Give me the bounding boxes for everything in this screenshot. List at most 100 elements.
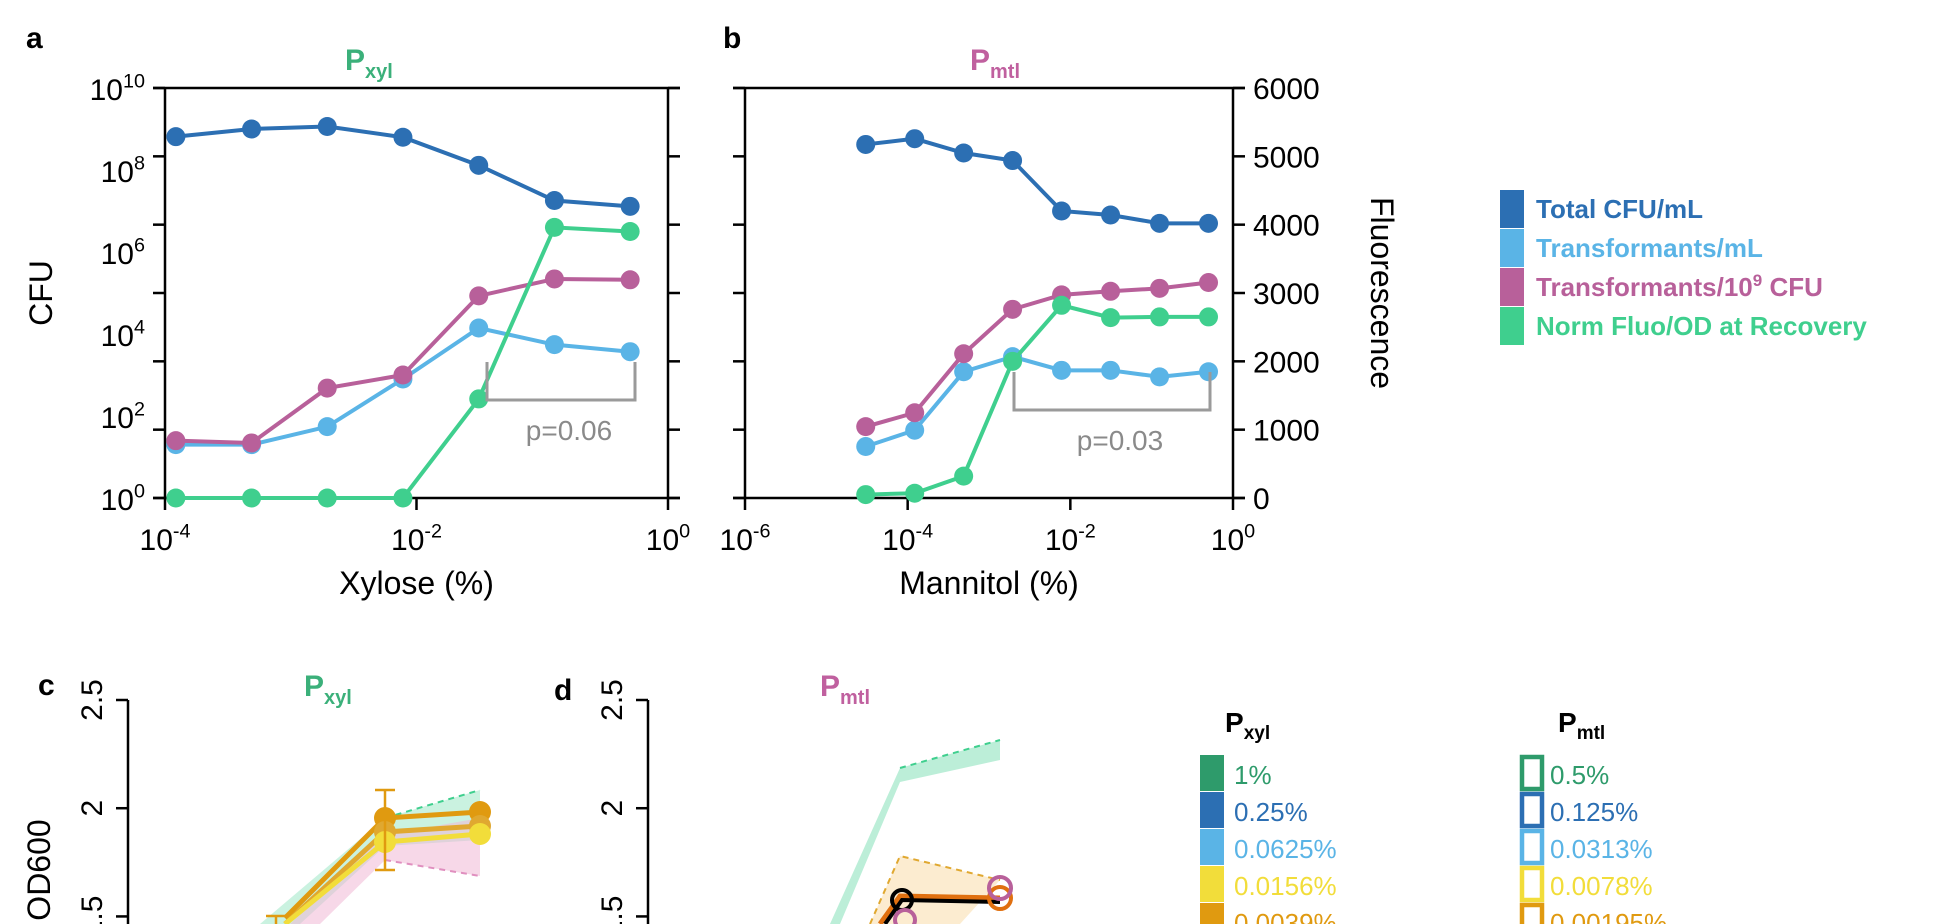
legend-swatch-filled: [1200, 755, 1224, 791]
panel-c-title: Pxyl: [304, 670, 352, 709]
data-point: [1052, 360, 1072, 380]
data-point: [544, 217, 564, 237]
data-point: [544, 335, 564, 355]
y2-tick-label: 4000: [1253, 210, 1320, 243]
data-point: [317, 488, 337, 508]
data-point: [1052, 201, 1072, 221]
legend-top: Total CFU/mL Transformants/mL Transformant…: [1500, 190, 1867, 345]
od-data-point: [987, 885, 1013, 911]
legend-label: 0.0156%: [1234, 871, 1337, 901]
data-point: [242, 119, 262, 139]
legend-label: Norm Fluo/OD at Recovery: [1536, 311, 1867, 341]
data-point: [856, 485, 876, 505]
od-series-line: [877, 893, 1001, 924]
data-point: [1199, 307, 1219, 327]
data-point: [166, 488, 186, 508]
x-axis-label: Mannitol (%): [899, 565, 1079, 601]
data-point: [469, 155, 489, 175]
series-line: [865, 303, 1209, 497]
data-point: [544, 191, 564, 211]
x-tick-label: 100: [646, 520, 690, 557]
p-value-label: p=0.06: [526, 415, 612, 446]
y2-axis-label: Fluorescence: [1364, 197, 1400, 389]
x-tick-label: 10-2: [1045, 520, 1096, 557]
legend-pmtl-title: Pmtl: [1558, 707, 1605, 744]
legend-swatch: [1500, 190, 1524, 228]
data-point: [166, 431, 186, 451]
data-point: [620, 342, 640, 362]
x-tick-label: 10-4: [140, 520, 191, 557]
data-point: [856, 437, 876, 457]
legend-label: 1%: [1234, 760, 1272, 790]
panel-d-letter: d: [554, 674, 572, 707]
data-point: [905, 420, 925, 440]
y-tick-label: 2: [596, 800, 629, 817]
data-point: [1101, 205, 1121, 225]
data-point: [242, 488, 262, 508]
y-axis-label: OD600: [21, 819, 57, 920]
data-point: [954, 466, 974, 486]
data-point: [469, 318, 489, 338]
legend-swatch-hollow: [1519, 791, 1545, 829]
data-point: [544, 269, 564, 289]
data-point: [1101, 360, 1121, 380]
panel-b-title: Pmtl: [970, 44, 1020, 83]
legend-swatch-hollow: [1519, 828, 1545, 866]
data-point: [469, 286, 489, 306]
x-axis-label: Xylose (%): [339, 565, 494, 601]
p-value-bracket: [1012, 372, 1212, 412]
y2-tick-label: 2000: [1253, 346, 1320, 379]
x-tick-label: 100: [1211, 520, 1255, 557]
data-point: [905, 403, 925, 423]
data-point: [1199, 273, 1219, 293]
data-point: [1101, 308, 1121, 328]
y-tick-label: 108: [101, 152, 145, 189]
data-point: [954, 143, 974, 163]
legend-swatch: [1500, 307, 1524, 345]
legend-label: Total CFU/mL: [1536, 194, 1703, 224]
y2-tick-label: 6000: [1253, 73, 1320, 106]
od-data-point: [469, 823, 491, 845]
legend-label: 0.25%: [1234, 797, 1308, 827]
legend-swatch: [1500, 229, 1524, 267]
y-tick-label: 2.5: [76, 679, 109, 721]
data-point: [620, 222, 640, 241]
od-data-point: [893, 908, 917, 924]
legend-bottom: Pxyl Pmtl 1% 0.25% 0.0625% 0.0156% 0.0039% 0.5%…: [1200, 707, 1667, 924]
panel-a-letter: a: [26, 22, 43, 55]
data-point: [1150, 307, 1170, 327]
shaded-band: [830, 740, 1000, 924]
y-tick-label: 1.5: [596, 896, 629, 924]
data-point: [317, 417, 337, 437]
legend-label: 0.5%: [1550, 760, 1609, 790]
y-tick-label: 2.5: [596, 679, 629, 721]
chart-panel-c: 1.5 2 2.5 OD600: [21, 679, 491, 924]
y-tick-label: 1010: [90, 70, 145, 107]
legend-swatch-hollow: [1519, 865, 1545, 903]
data-point: [317, 117, 337, 137]
legend-label: 0.0078%: [1550, 871, 1653, 901]
series-line: [175, 225, 631, 500]
data-point: [905, 483, 925, 503]
shaded-band: [290, 818, 480, 924]
data-point: [620, 270, 640, 290]
data-point: [856, 134, 876, 154]
legend-label: 0.125%: [1550, 797, 1638, 827]
data-point: [954, 362, 974, 382]
band-edge: [384, 789, 481, 819]
legend-label: 0.00195%: [1550, 908, 1667, 924]
panel-d-title: Pmtl: [820, 670, 870, 709]
data-point: [1003, 151, 1023, 171]
data-point: [1150, 367, 1170, 387]
data-point: [469, 389, 489, 409]
legend-swatch-hollow: [1519, 902, 1545, 924]
data-point: [1003, 351, 1023, 371]
band-edge: [869, 854, 1001, 924]
data-point: [166, 127, 186, 147]
data-point: [393, 127, 413, 147]
band-edge: [384, 859, 481, 877]
y-tick-label: 104: [101, 316, 145, 353]
chart-panel-a: 10-4 10-2 100 Xylose (%) 100 102 104 106 108 1010…: [23, 70, 690, 601]
data-point: [905, 129, 925, 149]
